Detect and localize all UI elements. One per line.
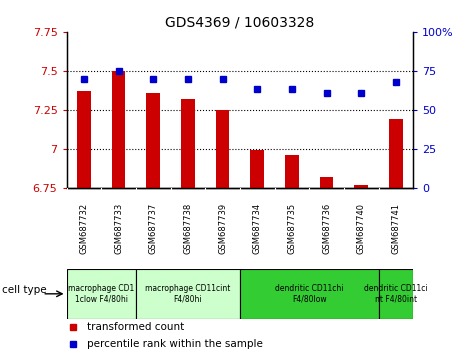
- Text: GSM687733: GSM687733: [114, 203, 123, 254]
- Bar: [379, 269, 413, 319]
- Text: dendritic CD11chi
F4/80low: dendritic CD11chi F4/80low: [275, 284, 343, 303]
- Bar: [77, 91, 91, 188]
- Text: macrophage CD11cint
F4/80hi: macrophage CD11cint F4/80hi: [145, 284, 230, 303]
- Bar: [146, 93, 160, 188]
- Text: GSM687741: GSM687741: [391, 203, 400, 254]
- Text: percentile rank within the sample: percentile rank within the sample: [87, 339, 263, 349]
- Text: GSM687732: GSM687732: [79, 203, 88, 254]
- Bar: [112, 71, 125, 188]
- Bar: [66, 269, 136, 319]
- Text: GSM687734: GSM687734: [253, 203, 262, 254]
- Bar: [285, 155, 299, 188]
- Text: GSM687740: GSM687740: [357, 203, 366, 254]
- Text: transformed count: transformed count: [87, 321, 185, 332]
- Title: GDS4369 / 10603328: GDS4369 / 10603328: [165, 15, 314, 29]
- Bar: [320, 177, 333, 188]
- Text: GSM687737: GSM687737: [149, 203, 158, 254]
- Text: GSM687735: GSM687735: [287, 203, 296, 254]
- Bar: [240, 269, 379, 319]
- Bar: [250, 150, 264, 188]
- Text: macrophage CD1
1clow F4/80hi: macrophage CD1 1clow F4/80hi: [68, 284, 134, 303]
- Bar: [181, 99, 195, 188]
- Text: GSM687739: GSM687739: [218, 203, 227, 254]
- Text: GSM687736: GSM687736: [322, 203, 331, 254]
- Text: GSM687738: GSM687738: [183, 203, 192, 254]
- Bar: [136, 269, 240, 319]
- Text: dendritic CD11ci
nt F4/80int: dendritic CD11ci nt F4/80int: [364, 284, 428, 303]
- Bar: [354, 184, 368, 188]
- Text: cell type: cell type: [2, 285, 47, 295]
- Bar: [389, 119, 403, 188]
- Bar: [216, 110, 229, 188]
